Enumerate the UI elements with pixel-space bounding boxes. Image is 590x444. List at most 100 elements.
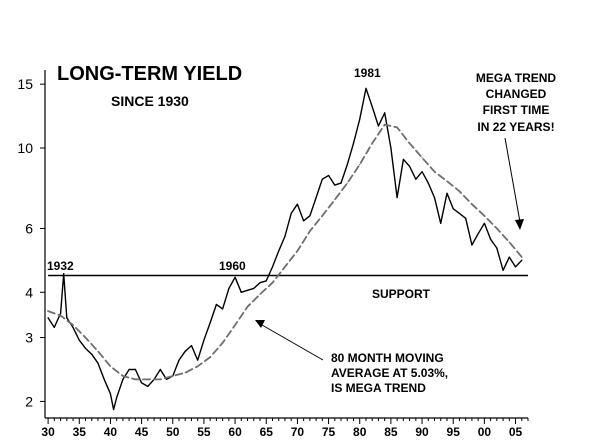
mega-trend-note-line-2: CHANGED <box>486 87 547 101</box>
series-point-yield-64 <box>433 197 436 199</box>
x-tick-label-05: 05 <box>509 425 523 439</box>
series-point-moving_average-6 <box>122 375 124 377</box>
annotation-1932: 1932 <box>47 259 74 273</box>
series-point-yield-38 <box>271 266 274 268</box>
series-point-yield-60 <box>409 165 411 167</box>
series-point-yield-26 <box>197 359 199 361</box>
series-point-moving_average-21 <box>309 230 311 232</box>
series-point-yield-70 <box>471 244 473 246</box>
series-point-yield-65 <box>440 222 442 224</box>
series-point-moving_average-26 <box>371 142 373 144</box>
series-point-yield-73 <box>490 238 492 240</box>
y-tick-label-4: 4 <box>25 284 33 300</box>
series-point-yield-40 <box>284 235 286 238</box>
series-point-moving_average-2 <box>72 324 74 326</box>
moving-average-note: 80 MONTH MOVING AVERAGE AT 5.03%, IS MEG… <box>331 351 448 395</box>
y-tick-label-6: 6 <box>25 220 33 236</box>
chart-title: LONG-TERM YIELD <box>57 63 242 85</box>
series-point-yield-66 <box>446 192 448 194</box>
axis-layer: 2 3 4 6 10 15 30 35 40 45 50 55 60 65 70 75 80 85 90 95 00 05 <box>17 70 529 439</box>
series-point-yield-57 <box>390 147 392 149</box>
series-point-yield-12 <box>113 408 115 411</box>
series-point-yield-28 <box>209 322 211 324</box>
annotation-1960: 1960 <box>219 259 246 273</box>
y-tick-label-15: 15 <box>17 76 33 92</box>
series-point-moving_average-25 <box>359 164 361 166</box>
series-point-yield-10 <box>103 378 105 380</box>
series-point-yield-34 <box>246 289 249 291</box>
moving-average-arrow <box>255 320 324 361</box>
series-point-yield-47 <box>328 174 330 177</box>
x-tick-label-65: 65 <box>260 425 274 439</box>
series-point-yield-32 <box>234 276 236 278</box>
series-point-yield-24 <box>184 350 186 352</box>
series-point-yield-14 <box>122 378 124 380</box>
series-point-yield-51 <box>352 142 355 144</box>
series-point-moving_average-38 <box>521 256 523 258</box>
series-point-yield-42 <box>296 203 298 205</box>
series-point-yield-35 <box>253 287 255 289</box>
series-point-yield-50 <box>346 164 348 166</box>
annotation-1981: 1981 <box>354 66 381 80</box>
series-point-yield-20 <box>159 368 161 371</box>
series-point-moving_average-15 <box>234 324 236 326</box>
moving-average-note-line-3: IS MEGA TREND <box>331 381 426 395</box>
series-point-moving_average-30 <box>421 157 423 159</box>
series-point-yield-45 <box>315 197 317 199</box>
x-tick-label-50: 50 <box>166 425 180 439</box>
series-point-moving_average-14 <box>222 342 224 344</box>
series-point-yield-55 <box>377 125 379 127</box>
series-point-yield-46 <box>321 178 323 180</box>
series-point-yield-71 <box>477 233 479 235</box>
series-point-moving_average-37 <box>508 241 510 243</box>
series-point-yield-75 <box>502 269 504 271</box>
series-point-moving_average-27 <box>384 124 386 126</box>
series-point-yield-9 <box>97 362 99 364</box>
series-point-yield-74 <box>496 247 498 249</box>
series-layer <box>47 87 528 411</box>
series-point-moving_average-9 <box>159 378 161 380</box>
series-point-moving_average-22 <box>321 215 323 217</box>
mega-trend-note-line-4: IN 22 YEARS! <box>477 120 554 134</box>
series-point-yield-58 <box>396 197 398 199</box>
series-point-yield-4 <box>66 317 68 319</box>
series-point-yield-43 <box>303 220 305 222</box>
series-point-yield-72 <box>483 222 485 224</box>
series-point-yield-62 <box>421 171 423 173</box>
series-point-moving_average-18 <box>271 282 274 284</box>
x-tick-label-75: 75 <box>322 425 336 439</box>
series-point-moving_average-19 <box>284 266 286 268</box>
series-point-moving_average-29 <box>409 142 411 144</box>
series-point-yield-8 <box>91 353 93 355</box>
y-tick-label-10: 10 <box>17 140 33 156</box>
series-point-yield-6 <box>78 339 80 341</box>
mega-trend-note: MEGA TREND CHANGED FIRST TIME IN 22 YEAR… <box>476 71 557 134</box>
series-point-moving_average-16 <box>246 306 249 308</box>
series-point-yield-33 <box>240 291 242 293</box>
moving-average-note-line-2: AVERAGE AT 5.03%, <box>331 366 448 380</box>
series-point-yield-17 <box>141 382 143 384</box>
series-point-moving_average-36 <box>496 227 498 229</box>
x-tick-label-60: 60 <box>228 425 242 439</box>
chart-subtitle: SINCE 1930 <box>111 93 189 109</box>
series-point-yield-5 <box>72 326 74 328</box>
series-point-moving_average-33 <box>458 190 460 192</box>
series-point-yield-53 <box>365 87 367 89</box>
series-point-yield-37 <box>265 280 267 282</box>
mega-trend-arrow <box>504 137 524 230</box>
x-tick-label-35: 35 <box>73 425 87 439</box>
series-point-yield-78 <box>521 259 523 261</box>
series-point-yield-31 <box>228 287 230 289</box>
x-tick-label-55: 55 <box>197 425 211 439</box>
x-tick-label-80: 80 <box>353 425 367 439</box>
series-point-yield-13 <box>116 396 118 399</box>
y-tick-label-2: 2 <box>25 393 33 409</box>
x-tick-label-85: 85 <box>384 425 398 439</box>
series-point-yield-39 <box>278 250 280 252</box>
x-tick-label-00: 00 <box>478 425 492 439</box>
series-point-moving_average-4 <box>97 350 99 352</box>
series-point-yield-16 <box>134 368 136 371</box>
series-point-yield-68 <box>458 212 460 214</box>
series-point-moving_average-5 <box>109 365 111 367</box>
series-point-yield-30 <box>222 308 224 310</box>
